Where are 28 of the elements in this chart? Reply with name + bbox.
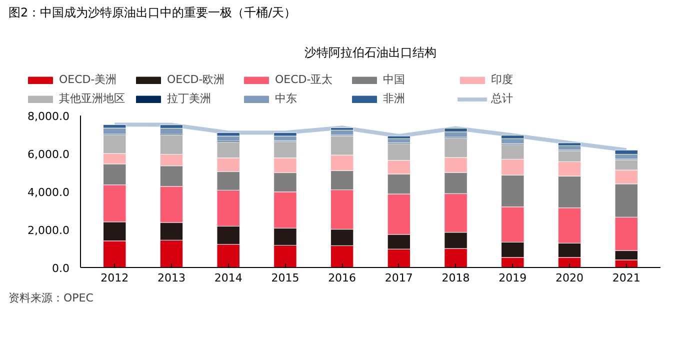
legend-label: 其他亚洲地区 [59,91,126,106]
legend-label: 总计 [491,91,514,106]
y-tick-label: 2,000.0 [28,224,70,237]
chart-title: 图2：中国成为沙特原油出口中的重要一极（千桶/天） [8,6,296,20]
chart-subtitle: 沙特阿拉伯石油出口结构 [304,46,436,60]
legend-label: OECD-美洲 [59,72,118,87]
legend-label: 印度 [491,72,514,87]
legend-label: 中国 [383,72,406,87]
x-tick-label: 2018 [442,272,470,284]
x-tick-label: 2012 [100,272,129,284]
x-tick-label: 2017 [384,272,413,284]
x-tick-label: 2013 [157,272,186,284]
legend-label: 拉丁美洲 [167,91,212,106]
y-tick-label: 8,000.0 [28,110,70,123]
x-tick-label: 2016 [328,272,356,284]
x-tick-label: 2020 [556,272,584,284]
legend-label: 中东 [275,91,298,106]
y-tick-label: 0.0 [52,262,70,275]
legend-label: 非洲 [383,91,406,106]
legend-label: OECD-亚太 [275,72,334,87]
text: 资料来源：OPEC [8,292,94,304]
legend-label: OECD-欧洲 [167,72,226,87]
y-tick-label: 4,000.0 [28,186,70,199]
y-tick-label: 6,000.0 [28,148,70,161]
x-tick-label: 2019 [498,272,527,284]
x-tick-label: 2014 [214,272,242,284]
x-tick-label: 2015 [271,272,300,284]
x-tick-label: 2021 [612,272,640,284]
